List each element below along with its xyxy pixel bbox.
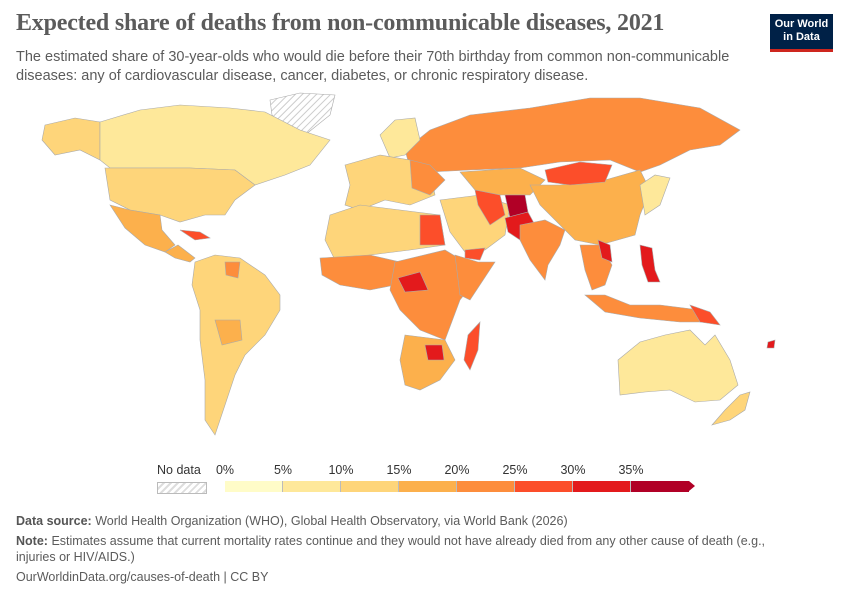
data-source: Data source: World Health Organization (… — [16, 513, 568, 529]
region-south-america[interactable] — [191, 254, 281, 436]
region-new-zealand[interactable] — [711, 391, 751, 426]
region-eastern-europe[interactable] — [409, 159, 446, 196]
region-central-asia[interactable] — [459, 167, 546, 196]
region-bolivia[interactable] — [214, 319, 243, 346]
legend-tick-label: 30% — [560, 463, 586, 477]
note-text: Estimates assume that current mortality … — [16, 534, 766, 564]
logo-line-1: Our World — [774, 18, 829, 30]
region-egypt[interactable] — [419, 214, 446, 246]
region-mexico[interactable] — [109, 204, 176, 253]
subtitle: The estimated share of 30-year-olds who … — [16, 49, 730, 84]
region-mongolia[interactable] — [544, 161, 613, 186]
legend-swatch — [573, 481, 631, 492]
legend-tick-label: 25% — [502, 463, 528, 477]
legend-tick-label: 10% — [328, 463, 354, 477]
region-africa-south[interactable] — [399, 334, 456, 391]
region-usa[interactable] — [104, 167, 256, 223]
legend-tick-label: 5% — [273, 463, 293, 477]
region-central-african-rep[interactable] — [397, 271, 429, 293]
region-yemen[interactable] — [464, 247, 486, 261]
legend-no-data-label: No data — [157, 463, 201, 477]
region-png[interactable] — [689, 304, 721, 326]
legend-tick-label: 20% — [444, 463, 470, 477]
logo-line-2: in Data — [783, 31, 820, 43]
legend-swatch — [341, 481, 399, 492]
region-alaska[interactable] — [41, 117, 101, 161]
region-india[interactable] — [519, 219, 566, 281]
legend-tick-label: 0% — [215, 463, 235, 477]
source-label: Data source: — [16, 514, 92, 528]
legend-swatch — [399, 481, 457, 492]
note: Note: Estimates assume that current mort… — [16, 533, 806, 565]
region-pacific-islands[interactable] — [766, 339, 776, 349]
legend-swatch — [457, 481, 515, 492]
region-philippines[interactable] — [639, 244, 661, 283]
legend-arrow — [689, 481, 695, 491]
region-iran[interactable] — [474, 189, 506, 226]
region-guyana[interactable] — [224, 261, 241, 279]
region-russia[interactable] — [404, 97, 741, 173]
legend-swatch — [283, 481, 341, 492]
source-url-link[interactable]: OurWorldinData.org/causes-of-death | CC … — [16, 570, 269, 584]
legend-swatch — [515, 481, 573, 492]
legend-swatch — [225, 481, 283, 492]
region-africa-west[interactable] — [319, 254, 401, 291]
legend-no-data-swatch — [157, 482, 207, 494]
region-australia[interactable] — [617, 329, 739, 403]
region-caribbean[interactable] — [179, 229, 211, 241]
region-zimbabwe[interactable] — [424, 344, 445, 361]
region-madagascar[interactable] — [463, 321, 481, 371]
world-map — [41, 92, 776, 436]
owid-logo[interactable]: Our World in Data — [770, 14, 833, 52]
region-africa-north[interactable] — [324, 204, 446, 261]
page-title: Expected share of deaths from non-commun… — [16, 10, 665, 36]
region-japan-korea[interactable] — [639, 174, 671, 216]
legend-color-bar — [225, 481, 689, 492]
region-central-america[interactable] — [164, 244, 196, 263]
legend-swatch — [631, 481, 689, 492]
note-label: Note: — [16, 534, 48, 548]
region-horn-of-africa[interactable] — [454, 254, 496, 301]
legend-tick-label: 15% — [386, 463, 412, 477]
source-text: World Health Organization (WHO), Global … — [95, 514, 568, 528]
region-indonesia[interactable] — [584, 294, 711, 323]
region-vietnam[interactable] — [597, 239, 613, 263]
legend-tick-label: 35% — [618, 463, 644, 477]
